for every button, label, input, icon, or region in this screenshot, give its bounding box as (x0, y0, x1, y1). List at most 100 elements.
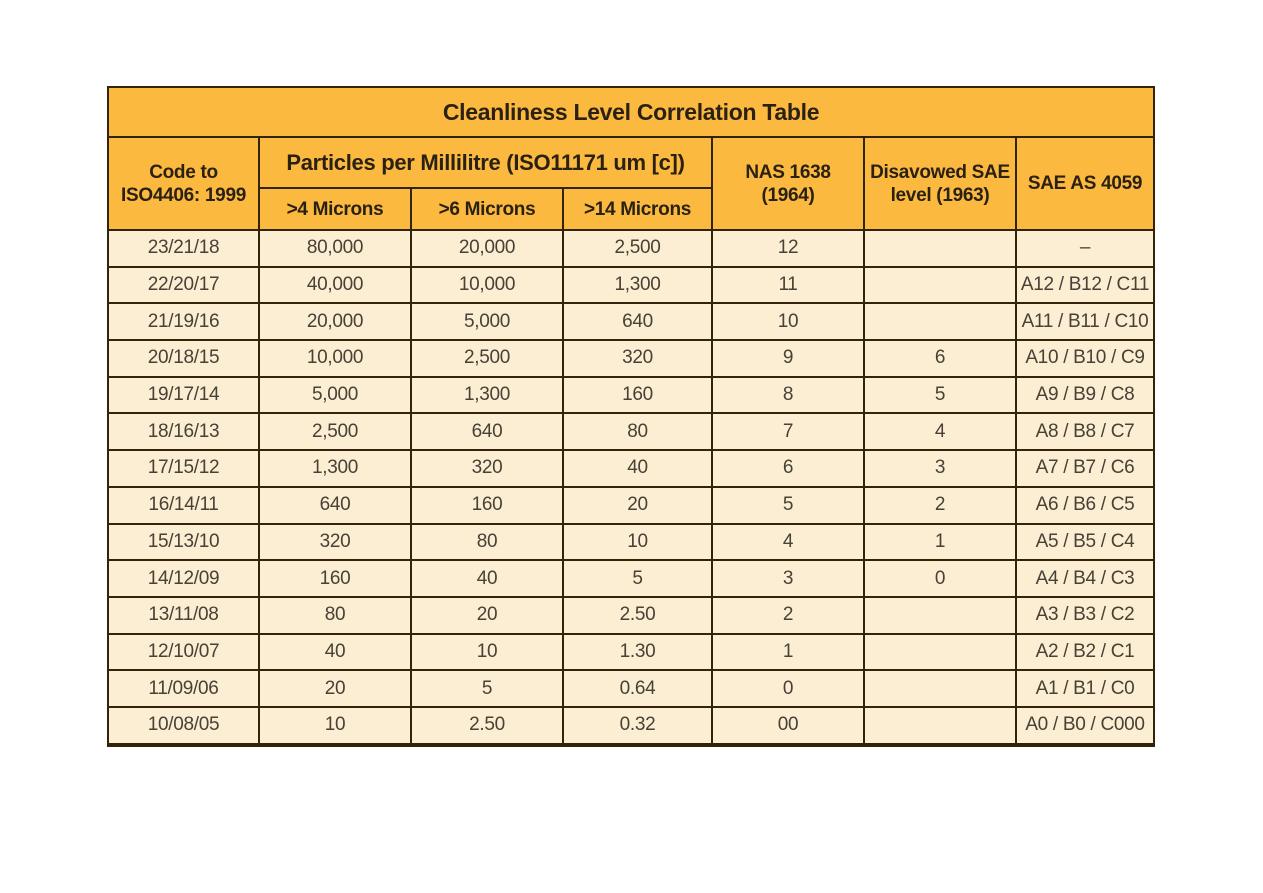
table-row: 10/08/05 10 2.50 0.32 00 A0 / B0 / C000 (107, 705, 1155, 747)
cell-sae-disavowed (863, 705, 1017, 747)
cell-iso-code: 13/11/08 (107, 595, 260, 635)
cell-6-microns: 10,000 (410, 265, 564, 305)
cell-sae-as4059: – (1015, 229, 1155, 268)
column-header-14-microns: >14 Microns (562, 187, 713, 231)
cell-iso-code: 20/18/15 (107, 339, 260, 378)
cell-iso-code: 22/20/17 (107, 265, 260, 305)
cell-sae-disavowed: 0 (863, 559, 1017, 598)
cell-sae-as4059: A10 / B10 / C9 (1015, 339, 1155, 378)
column-header-disavowed-sae: Disavowed SAE level (1963) (863, 136, 1017, 231)
cell-sae-disavowed (863, 669, 1017, 708)
cell-4-microns: 40,000 (258, 265, 412, 305)
cell-14-microns: 5 (562, 559, 713, 598)
table-title: Cleanliness Level Correlation Table (107, 86, 1155, 138)
cell-sae-disavowed: 1 (863, 522, 1017, 562)
cell-14-microns: 1.30 (562, 632, 713, 672)
cell-sae-disavowed: 4 (863, 412, 1017, 452)
iso-code-header-line2: ISO4406: 1999 (121, 184, 246, 206)
cell-sae-disavowed: 2 (863, 485, 1017, 525)
cell-sae-as4059: A2 / B2 / C1 (1015, 632, 1155, 672)
cell-sae-disavowed: 3 (863, 449, 1017, 488)
cell-iso-code: 16/14/11 (107, 485, 260, 525)
cell-nas: 1 (711, 632, 865, 672)
cell-sae-disavowed (863, 595, 1017, 635)
table-row: 21/19/16 20,000 5,000 640 10 A11 / B11 /… (107, 302, 1155, 342)
column-group-header-particles: Particles per Millilitre (ISO11171 um [c… (258, 136, 713, 189)
cell-nas: 12 (711, 229, 865, 268)
table-row: 20/18/15 10,000 2,500 320 9 6 A10 / B10 … (107, 339, 1155, 378)
cell-4-microns: 5,000 (258, 375, 412, 415)
cell-sae-disavowed (863, 632, 1017, 672)
cell-sae-as4059: A9 / B9 / C8 (1015, 375, 1155, 415)
table-row: 16/14/11 640 160 20 5 2 A6 / B6 / C5 (107, 485, 1155, 525)
cell-nas: 3 (711, 559, 865, 598)
title-row: Cleanliness Level Correlation Table (107, 86, 1155, 138)
column-header-iso-code: Code to ISO4406: 1999 (107, 136, 260, 231)
cell-4-microns: 20,000 (258, 302, 412, 342)
nas-header-line2: (1964) (761, 184, 815, 206)
cell-sae-as4059: A8 / B8 / C7 (1015, 412, 1155, 452)
cell-6-microns: 20 (410, 595, 564, 635)
cell-6-microns: 20,000 (410, 229, 564, 268)
iso-code-header-line1: Code to (149, 161, 218, 183)
nas-header-line1: NAS 1638 (745, 161, 831, 183)
cell-iso-code: 11/09/06 (107, 669, 260, 708)
cell-iso-code: 14/12/09 (107, 559, 260, 598)
cell-4-microns: 2,500 (258, 412, 412, 452)
cell-nas: 8 (711, 375, 865, 415)
table-row: 13/11/08 80 20 2.50 2 A3 / B3 / C2 (107, 595, 1155, 635)
cell-14-microns: 10 (562, 522, 713, 562)
cell-sae-as4059: A3 / B3 / C2 (1015, 595, 1155, 635)
column-header-nas1638: NAS 1638 (1964) (711, 136, 865, 231)
cell-nas: 9 (711, 339, 865, 378)
cell-sae-as4059: A4 / B4 / C3 (1015, 559, 1155, 598)
cell-14-microns: 20 (562, 485, 713, 525)
cell-sae-as4059: A11 / B11 / C10 (1015, 302, 1155, 342)
column-header-4-microns: >4 Microns (258, 187, 412, 231)
cell-sae-disavowed: 5 (863, 375, 1017, 415)
table-row: 23/21/18 80,000 20,000 2,500 12 – (107, 229, 1155, 268)
cell-6-microns: 1,300 (410, 375, 564, 415)
cell-6-microns: 2.50 (410, 705, 564, 747)
table-row: 22/20/17 40,000 10,000 1,300 11 A12 / B1… (107, 265, 1155, 305)
cell-iso-code: 17/15/12 (107, 449, 260, 488)
cell-6-microns: 320 (410, 449, 564, 488)
cell-nas: 0 (711, 669, 865, 708)
header-row-group: Code to ISO4406: 1999 Particles per Mill… (107, 136, 1155, 231)
cell-14-microns: 160 (562, 375, 713, 415)
cell-iso-code: 15/13/10 (107, 522, 260, 562)
cell-6-microns: 5,000 (410, 302, 564, 342)
cell-14-microns: 40 (562, 449, 713, 488)
disavowed-header-line2: level (1963) (890, 184, 990, 206)
cell-sae-as4059: A7 / B7 / C6 (1015, 449, 1155, 488)
cell-14-microns: 320 (562, 339, 713, 378)
cell-6-microns: 5 (410, 669, 564, 708)
cell-iso-code: 19/17/14 (107, 375, 260, 415)
cell-6-microns: 80 (410, 522, 564, 562)
cell-4-microns: 80,000 (258, 229, 412, 268)
cell-14-microns: 2.50 (562, 595, 713, 635)
cell-4-microns: 320 (258, 522, 412, 562)
cell-nas: 7 (711, 412, 865, 452)
cell-nas: 4 (711, 522, 865, 562)
cell-4-microns: 10 (258, 705, 412, 747)
disavowed-header-line1: Disavowed SAE (870, 161, 1010, 183)
cell-4-microns: 80 (258, 595, 412, 635)
cell-6-microns: 160 (410, 485, 564, 525)
cell-sae-as4059: A12 / B12 / C11 (1015, 265, 1155, 305)
cell-4-microns: 20 (258, 669, 412, 708)
cell-6-microns: 10 (410, 632, 564, 672)
cell-14-microns: 0.64 (562, 669, 713, 708)
cell-4-microns: 160 (258, 559, 412, 598)
cell-14-microns: 80 (562, 412, 713, 452)
cell-nas: 6 (711, 449, 865, 488)
cell-iso-code: 21/19/16 (107, 302, 260, 342)
cell-iso-code: 12/10/07 (107, 632, 260, 672)
cell-nas: 5 (711, 485, 865, 525)
cell-6-microns: 40 (410, 559, 564, 598)
header-row-microns: >4 Microns >6 Microns >14 Microns (108, 187, 1154, 231)
table-row: 18/16/13 2,500 640 80 7 4 A8 / B8 / C7 (107, 412, 1155, 452)
table-row: 15/13/10 320 80 10 4 1 A5 / B5 / C4 (107, 522, 1155, 562)
table-row: 12/10/07 40 10 1.30 1 A2 / B2 / C1 (107, 632, 1155, 672)
